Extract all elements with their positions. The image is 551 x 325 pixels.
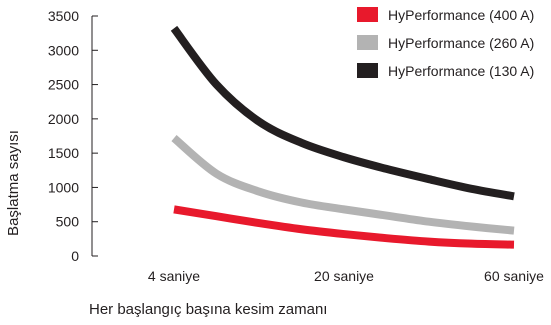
y-ticks: 0 500 1000 1500 2000 2500 3000 3500 [48, 8, 98, 264]
legend-swatch [357, 63, 378, 78]
y-tick-label: 3000 [48, 42, 79, 58]
y-axis-label: Başlatma sayısı [5, 130, 22, 236]
y-tick-label: 1000 [48, 179, 79, 195]
y-tick-label: 0 [71, 248, 79, 264]
y-tick-label: 3500 [48, 8, 79, 24]
legend-label: HyPerformance (400 A) [388, 7, 534, 23]
legend: HyPerformance (400 A) HyPerformance (260 … [357, 7, 534, 79]
x-tick-label: 20 saniye [314, 268, 374, 284]
x-tick-label: 60 saniye [484, 268, 544, 284]
x-tick-label: 4 saniye [148, 268, 200, 284]
y-axis: 0 500 1000 1500 2000 2500 3000 3500 [48, 8, 98, 264]
legend-swatch [357, 35, 378, 50]
series-lines [170, 25, 515, 249]
y-tick-label: 2000 [48, 111, 79, 127]
y-tick-label: 2500 [48, 77, 79, 93]
y-tick-label: 1500 [48, 145, 79, 161]
series-line [173, 205, 515, 249]
series-line [170, 25, 515, 201]
x-axis-label: Her başlangıç başına kesim zamanı [89, 301, 327, 318]
y-tick-label: 500 [56, 214, 80, 230]
legend-label: HyPerformance (130 A) [388, 63, 534, 79]
x-ticks: 4 saniye 20 saniye 60 saniye [148, 268, 544, 284]
legend-label: HyPerformance (260 A) [388, 35, 534, 51]
legend-swatch [357, 7, 378, 22]
series-line [171, 134, 515, 235]
